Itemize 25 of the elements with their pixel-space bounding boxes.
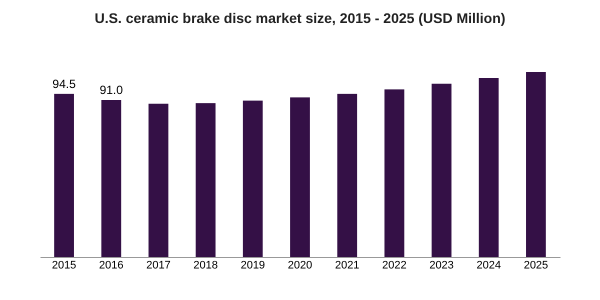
bar [54, 94, 74, 257]
x-tick-label: 2024 [476, 260, 501, 272]
x-tick-label: 2017 [146, 260, 171, 272]
bar [101, 100, 122, 257]
x-tick-label: 2020 [288, 260, 312, 272]
bar [196, 103, 216, 257]
x-tick-label: 2021 [334, 260, 360, 272]
bar [478, 78, 499, 257]
x-tick-label: 2016 [99, 260, 124, 272]
data-label: 94.5 [52, 76, 76, 91]
x-tick-label: 2019 [240, 260, 266, 272]
x-tick-label: 2022 [382, 260, 407, 272]
bar [148, 104, 168, 257]
bar [337, 94, 358, 257]
x-tick-label: 2018 [193, 260, 218, 272]
x-tick-label: 2025 [524, 260, 548, 272]
data-label: 91.0 [100, 82, 124, 97]
bar [242, 100, 263, 257]
x-tick-label: 2015 [52, 260, 76, 272]
bar [290, 97, 310, 257]
x-tick-label: 2023 [429, 260, 454, 272]
bar [526, 72, 546, 257]
chart-title: U.S. ceramic brake disc market size, 2015 - 2025 (USD Million) [94, 10, 506, 26]
bar [384, 89, 404, 257]
bar [432, 84, 452, 257]
